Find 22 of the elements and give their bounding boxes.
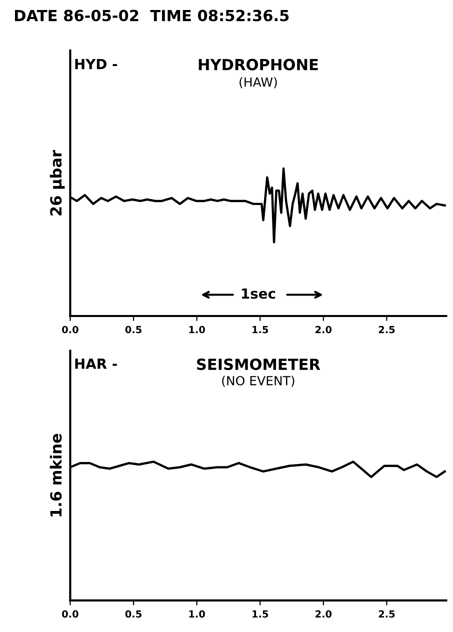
text: HYD - [75,58,118,70]
x-tick-label: 2.5 [378,326,395,334]
y-axis-title: 1.6 mkine [50,434,62,516]
x-tick-label: 0.5 [125,326,142,334]
annotation: 1sec [242,288,276,299]
text: HAR - [75,358,117,369]
x-tick-label: 1.0 [189,326,205,334]
x-tick-label: 2.0 [316,610,332,618]
y-axis-title: 26 µbar [50,150,65,216]
text: DATE 86-05-02 TIME 08:52:36.5 [14,10,289,22]
x-tick-label: 1.5 [252,610,268,618]
x-tick-label: 0.0 [62,326,78,334]
chart-title: SEISMOMETER [197,358,320,370]
x-tick-label: 2.5 [378,610,395,618]
x-tick-label: 1.0 [189,610,205,618]
x-tick-label: 0.0 [62,610,78,618]
x-tick-label: 1.5 [252,326,268,334]
x-tick-label: 2.0 [316,326,332,334]
chart-subtitle: (HAW) [240,77,277,88]
chart-subtitle: (NO EVENT) [222,376,294,387]
chart-title: HYDROPHONE [198,58,318,70]
x-tick-label: 0.5 [125,610,142,618]
